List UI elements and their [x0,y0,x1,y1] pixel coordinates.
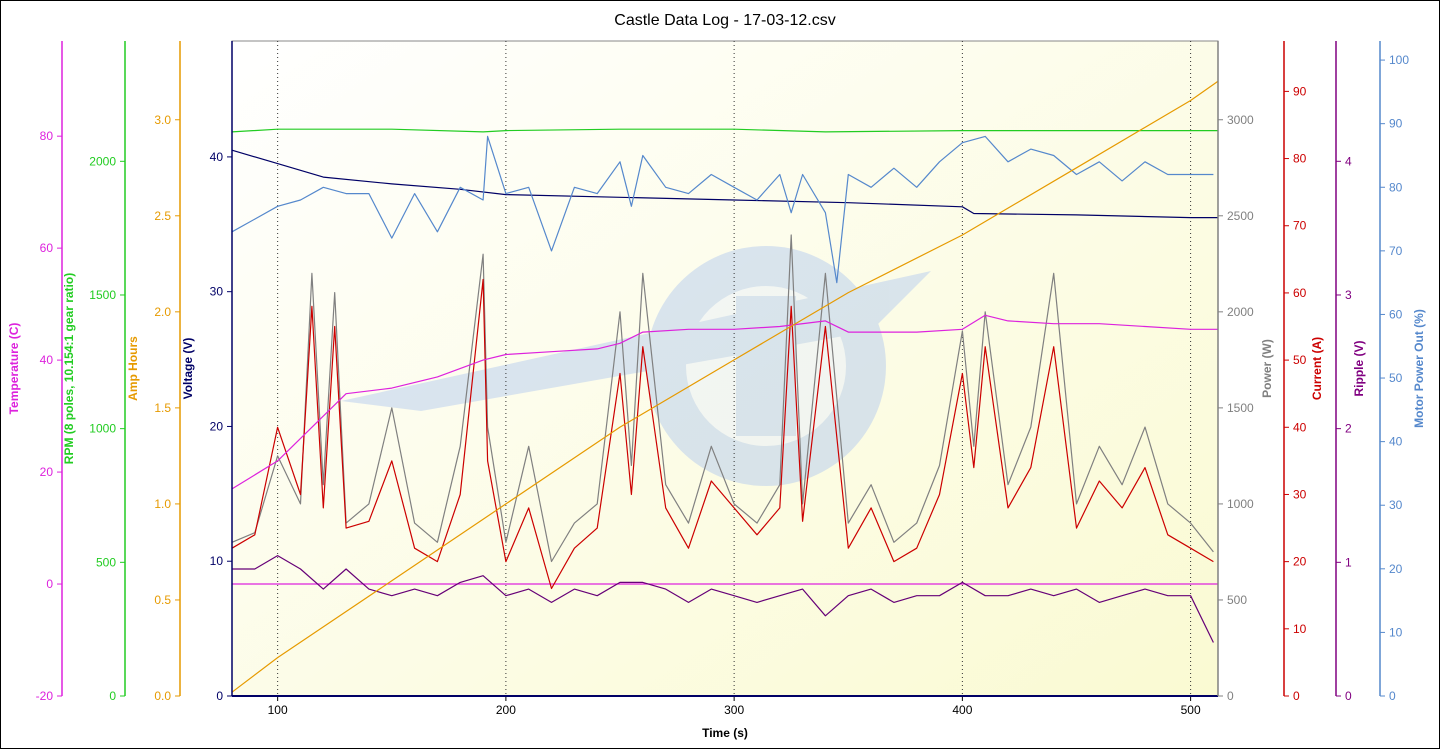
voltage-tick-label: 40 [210,150,224,164]
series-current-line [231,278,1214,590]
temperature-tick-label: 40 [40,353,54,367]
x-tick-label: 200 [496,703,516,717]
power-tick-label: 500 [1227,593,1247,607]
motor_power-tick-label: 10 [1389,625,1403,639]
current-tick-label: 10 [1293,622,1307,636]
current-tick-label: 50 [1293,353,1307,367]
rpm-tick-label: 1500 [89,288,116,302]
motor_power-tick-label: 70 [1389,244,1403,258]
x-tick-label: 400 [952,703,972,717]
temperature-tick-label: 80 [40,129,54,143]
current-tick-label: 80 [1293,152,1307,166]
amphours-tick-label: 2.5 [154,209,171,223]
series-rpm-line [231,128,1218,133]
motor_power-tick-label: 90 [1389,117,1403,131]
series-motor_power-line [231,135,1214,284]
motor_power-tick-label: 40 [1389,435,1403,449]
rpm-tick-label: 2000 [89,154,116,168]
amphours-tick-label: 1.5 [154,401,171,415]
ripple-tick-label: 3 [1345,288,1352,302]
power-tick-label: 2000 [1227,305,1254,319]
power-tick-label: 2500 [1227,209,1254,223]
series-power-line [231,234,1214,563]
series-layer [231,80,1219,693]
rpm-axis-title: RPM (8 poles, 10.154:1 gear ratio) [62,273,76,464]
rpm-tick-label: 1000 [89,422,116,436]
watermark-tower [736,296,796,436]
power-tick-label: 1000 [1227,497,1254,511]
amphours-tick-label: 1.0 [154,497,171,511]
chart-title: Castle Data Log - 17-03-12.csv [614,12,835,29]
motor_power-tick-label: 30 [1389,498,1403,512]
series-temperature-line [231,314,1218,490]
amphours-axis-title: Amp Hours [126,336,140,401]
power-tick-label: 3000 [1227,113,1254,127]
power-axis-title: Power (W) [1260,339,1274,398]
temperature-axis-title: Temperature (C) [7,323,21,415]
amphours-tick-label: 3.0 [154,113,171,127]
current-tick-label: 30 [1293,487,1307,501]
rpm-tick-label: 0 [109,689,116,703]
motor_power-tick-label: 0 [1389,689,1396,703]
current-tick-label: 20 [1293,555,1307,569]
voltage-tick-label: 10 [210,554,224,568]
power-tick-label: 0 [1227,689,1234,703]
series-voltage-line [231,149,1218,219]
current-tick-label: 60 [1293,286,1307,300]
series-amphours-line [231,80,1219,693]
voltage-tick-label: 0 [216,689,223,703]
x-tick-label: 500 [1181,703,1201,717]
amphours-tick-label: 0.5 [154,593,171,607]
ripple-axis-title: Ripple (V) [1352,340,1366,396]
temperature-tick-label: 20 [40,465,54,479]
current-tick-label: 0 [1293,689,1300,703]
current-tick-label: 70 [1293,219,1307,233]
voltage-tick-label: 30 [210,285,224,299]
current-tick-label: 40 [1293,420,1307,434]
motor_power-tick-label: 100 [1389,53,1409,67]
motor_power-tick-label: 80 [1389,180,1403,194]
motor_power-tick-label: 20 [1389,562,1403,576]
x-tick-label: 300 [724,703,744,717]
current-axis-title: Current (A) [1310,337,1324,400]
x-axis-title: Time (s) [702,726,748,740]
current-tick-label: 90 [1293,84,1307,98]
ripple-tick-label: 1 [1345,555,1352,569]
ripple-tick-label: 4 [1345,154,1352,168]
motor_power-axis-title: Motor Power Out (%) [1412,309,1426,428]
motor_power-tick-label: 60 [1389,307,1403,321]
power-tick-label: 1500 [1227,401,1254,415]
ripple-tick-label: 0 [1345,689,1352,703]
voltage-axis-title: Voltage (V) [181,338,195,400]
temperature-tick-label: 0 [46,577,53,591]
x-tick-label: 100 [268,703,288,717]
voltage-tick-label: 20 [210,419,224,433]
series-ripple-line [232,554,1214,643]
rpm-tick-label: 500 [96,555,116,569]
amphours-tick-label: 0.0 [154,689,171,703]
motor_power-tick-label: 50 [1389,371,1403,385]
temperature-tick-label: 60 [40,241,54,255]
amphours-tick-label: 2.0 [154,305,171,319]
temperature-tick-label: -20 [36,689,54,703]
ripple-tick-label: 2 [1345,422,1352,436]
